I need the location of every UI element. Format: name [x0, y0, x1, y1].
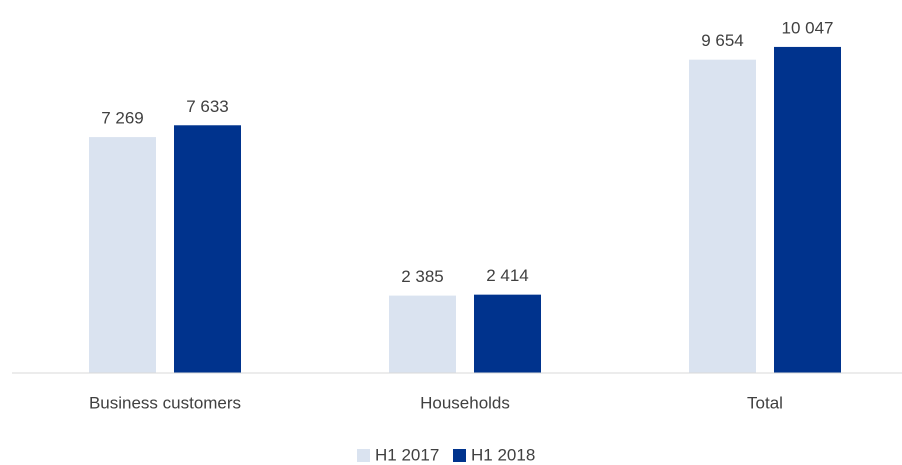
data-label: 2 385: [401, 267, 444, 286]
data-label: 10 047: [782, 18, 834, 37]
bar: [474, 294, 541, 373]
bar: [174, 125, 241, 374]
x-tick-label: Households: [420, 393, 510, 412]
x-tick-label: Total: [747, 393, 783, 412]
legend-label: H1 2018: [471, 445, 535, 464]
bar: [689, 59, 756, 374]
legend-label: H1 2017: [375, 445, 439, 464]
data-label: 2 414: [486, 266, 529, 285]
legend-swatch: [357, 449, 370, 462]
data-label: 7 269: [101, 109, 144, 128]
legend-swatch: [453, 449, 466, 462]
data-label: 7 633: [186, 97, 229, 116]
bar: [389, 295, 456, 373]
bar: [89, 137, 156, 373]
x-tick-label: Business customers: [89, 393, 241, 412]
bar: [774, 46, 841, 374]
data-label: 9 654: [701, 31, 744, 50]
